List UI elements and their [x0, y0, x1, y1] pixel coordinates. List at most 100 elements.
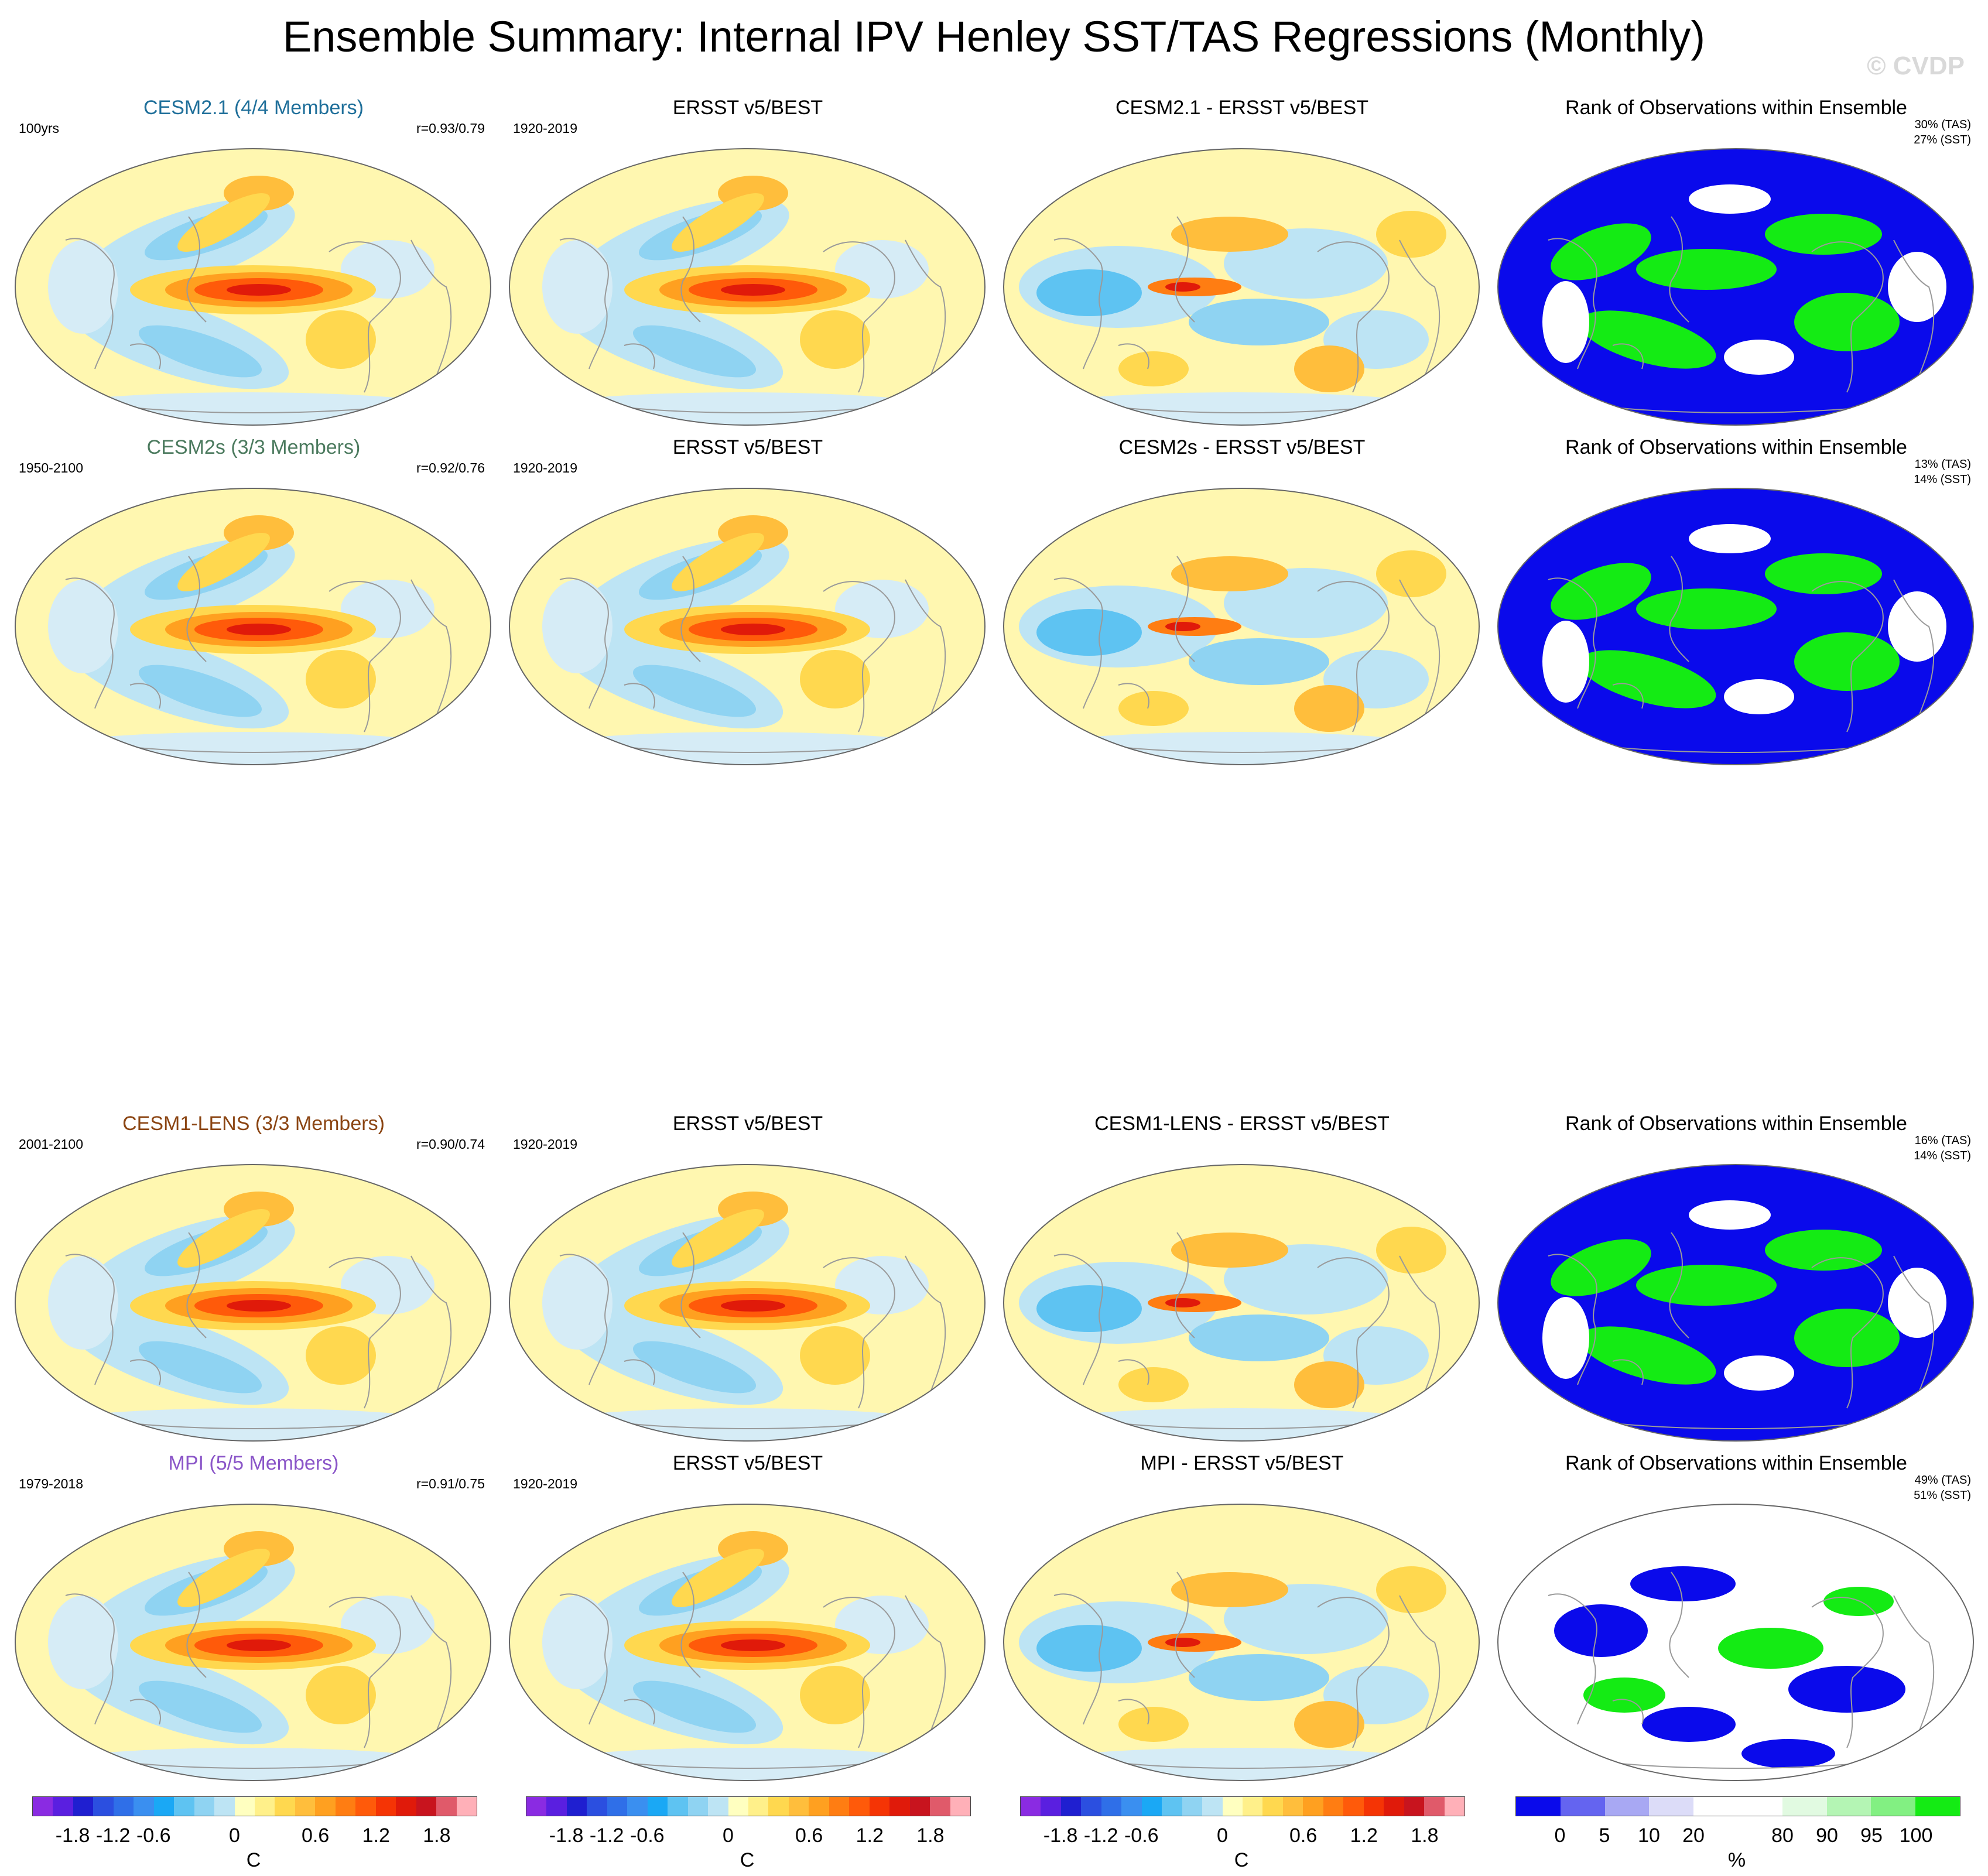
colorbar-unit: C	[740, 1849, 755, 1871]
pattern-correlation: r=0.92/0.76	[416, 460, 485, 475]
rank-sst: 14% (SST)	[1914, 1149, 1971, 1162]
pattern-correlation: r=0.90/0.74	[416, 1136, 485, 1152]
rank-title: Rank of Observations within Ensemble	[1565, 1112, 1907, 1135]
rank-panel: Rank of Observations within Ensemble 49%…	[1489, 1443, 1984, 1789]
colorbar-swatches	[1020, 1796, 1465, 1816]
model-period: 2001-2100	[19, 1136, 83, 1152]
panel-row: MPI (5/5 Members) 1979-2018 r=0.91/0.75 …	[0, 1443, 1988, 1789]
rank-panel: Rank of Observations within Ensemble 30%…	[1489, 88, 1984, 433]
obs-regression-map	[508, 1504, 986, 1781]
rank-tas: 49% (TAS)	[1914, 1474, 1971, 1487]
colorbar-swatch	[1262, 1797, 1283, 1816]
obs-panel: ERSST v5/BEST 1920-2019	[500, 88, 995, 433]
colorbar-tick-label: 10	[1638, 1824, 1660, 1847]
colorbar-swatch	[889, 1797, 910, 1816]
colorbar-tick-label: -1.2	[95, 1824, 131, 1847]
colorbar-swatch	[869, 1797, 890, 1816]
obs-panel: ERSST v5/BEST 1920-2019	[500, 1443, 995, 1789]
colorbar-swatch	[587, 1797, 607, 1816]
diff-panel: CESM2.1 - ERSST v5/BEST	[994, 88, 1490, 433]
colorbar-tick-label: 1.8	[1411, 1824, 1439, 1847]
diff-panel: CESM2s - ERSST v5/BEST	[994, 427, 1490, 773]
colorbar-tick-label: 0	[722, 1824, 734, 1847]
model-panel: CESM1-LENS (3/3 Members) 2001-2100 r=0.9…	[6, 1104, 501, 1449]
colorbar-swatch	[1282, 1797, 1303, 1816]
rank-tas: 13% (TAS)	[1914, 458, 1971, 471]
diff-title: CESM2s - ERSST v5/BEST	[1118, 436, 1366, 458]
colorbar-tick-label: -1.8	[549, 1824, 584, 1847]
diff-regression-map	[1002, 1504, 1480, 1781]
colorbar-swatch	[93, 1797, 114, 1816]
colorbar-tick-label: -1.2	[589, 1824, 624, 1847]
colorbar-swatch	[1060, 1797, 1082, 1816]
model-period: 100yrs	[19, 121, 60, 136]
colorbar-swatch	[728, 1797, 748, 1816]
diff-panel: MPI - ERSST v5/BEST	[994, 1443, 1490, 1789]
colorbar-swatch	[1141, 1797, 1162, 1816]
colorbar-tick-label: 100	[1899, 1824, 1933, 1847]
rank-sst: 51% (SST)	[1914, 1489, 1971, 1502]
colorbar-swatch	[1121, 1797, 1142, 1816]
colorbar-swatch	[566, 1797, 587, 1816]
colorbar-tick-label: 5	[1599, 1824, 1610, 1847]
colorbar-tick-label: 1.8	[423, 1824, 451, 1847]
obs-panel: ERSST v5/BEST 1920-2019	[500, 427, 995, 773]
colorbar-swatch	[194, 1797, 215, 1816]
colorbar-swatch	[315, 1797, 336, 1816]
colorbar-swatch	[1444, 1797, 1465, 1816]
colorbar-swatch	[1826, 1797, 1871, 1816]
rank-title: Rank of Observations within Ensemble	[1565, 1452, 1907, 1474]
colorbar-swatch	[1242, 1797, 1263, 1816]
colorbar-diff: -1.8 -1.2 -0.6 0 0.6 1.2 1.8 C	[1020, 1796, 1465, 1871]
pattern-correlation: r=0.93/0.79	[416, 121, 485, 136]
colorbar-swatch	[1041, 1797, 1061, 1816]
colorbar-swatch	[627, 1797, 648, 1816]
colorbar-swatch	[234, 1797, 255, 1816]
colorbar-swatch	[1343, 1797, 1364, 1816]
colorbar-swatch	[53, 1797, 73, 1816]
colorbar-swatch	[1323, 1797, 1344, 1816]
colorbar-tick-label: -0.6	[1124, 1824, 1159, 1847]
colorbar-tick-label: 0	[1554, 1824, 1566, 1847]
colorbar-tick-label: 95	[1860, 1824, 1883, 1847]
obs-period: 1920-2019	[513, 460, 577, 475]
model-panel: MPI (5/5 Members) 1979-2018 r=0.91/0.75	[6, 1443, 501, 1789]
colorbar-swatch	[153, 1797, 174, 1816]
colorbar-swatch	[1782, 1797, 1827, 1816]
colorbar-swatch	[335, 1797, 356, 1816]
pattern-correlation: r=0.91/0.75	[416, 1476, 485, 1491]
colorbar-swatch	[809, 1797, 829, 1816]
colorbar-swatch	[768, 1797, 789, 1816]
obs-period: 1920-2019	[513, 1136, 577, 1152]
colorbar-swatch	[647, 1797, 668, 1816]
model-regression-map	[14, 1504, 492, 1781]
rank-map	[1497, 488, 1975, 765]
colorbar-swatch	[1693, 1797, 1738, 1816]
colorbar-swatch	[1303, 1797, 1323, 1816]
colorbar-swatch	[1081, 1797, 1101, 1816]
colorbar-swatch	[1162, 1797, 1182, 1816]
obs-period: 1920-2019	[513, 121, 577, 136]
colorbar-swatch	[1404, 1797, 1425, 1816]
obs-title: ERSST v5/BEST	[672, 436, 823, 458]
colorbar-swatch	[1737, 1797, 1782, 1816]
colorbar-tick-label: 1.8	[916, 1824, 945, 1847]
colorbar-swatch	[1384, 1797, 1404, 1816]
colorbar-swatches	[1515, 1796, 1960, 1816]
diff-regression-map	[1002, 1164, 1480, 1442]
colorbar-tick-label: 0	[228, 1824, 240, 1847]
colorbar-swatch	[396, 1797, 416, 1816]
colorbar-swatch	[436, 1797, 457, 1816]
colorbar-swatch	[214, 1797, 235, 1816]
colorbar-swatch	[829, 1797, 850, 1816]
rank-stats: 49% (TAS) 51% (SST)	[1914, 1473, 1971, 1503]
colorbar-swatch	[909, 1797, 930, 1816]
rank-panel: Rank of Observations within Ensemble 13%…	[1489, 427, 1984, 773]
colorbar-swatch	[456, 1797, 477, 1816]
colorbar-tick-label: -1.8	[55, 1824, 90, 1847]
colorbar-rank: 0 5 10 20 80 90 95 100 %	[1515, 1796, 1960, 1871]
colorbar-swatch	[1202, 1797, 1223, 1816]
colorbar-swatch	[1560, 1797, 1605, 1816]
obs-regression-map	[508, 488, 986, 765]
diff-title: CESM2.1 - ERSST v5/BEST	[1115, 97, 1369, 119]
